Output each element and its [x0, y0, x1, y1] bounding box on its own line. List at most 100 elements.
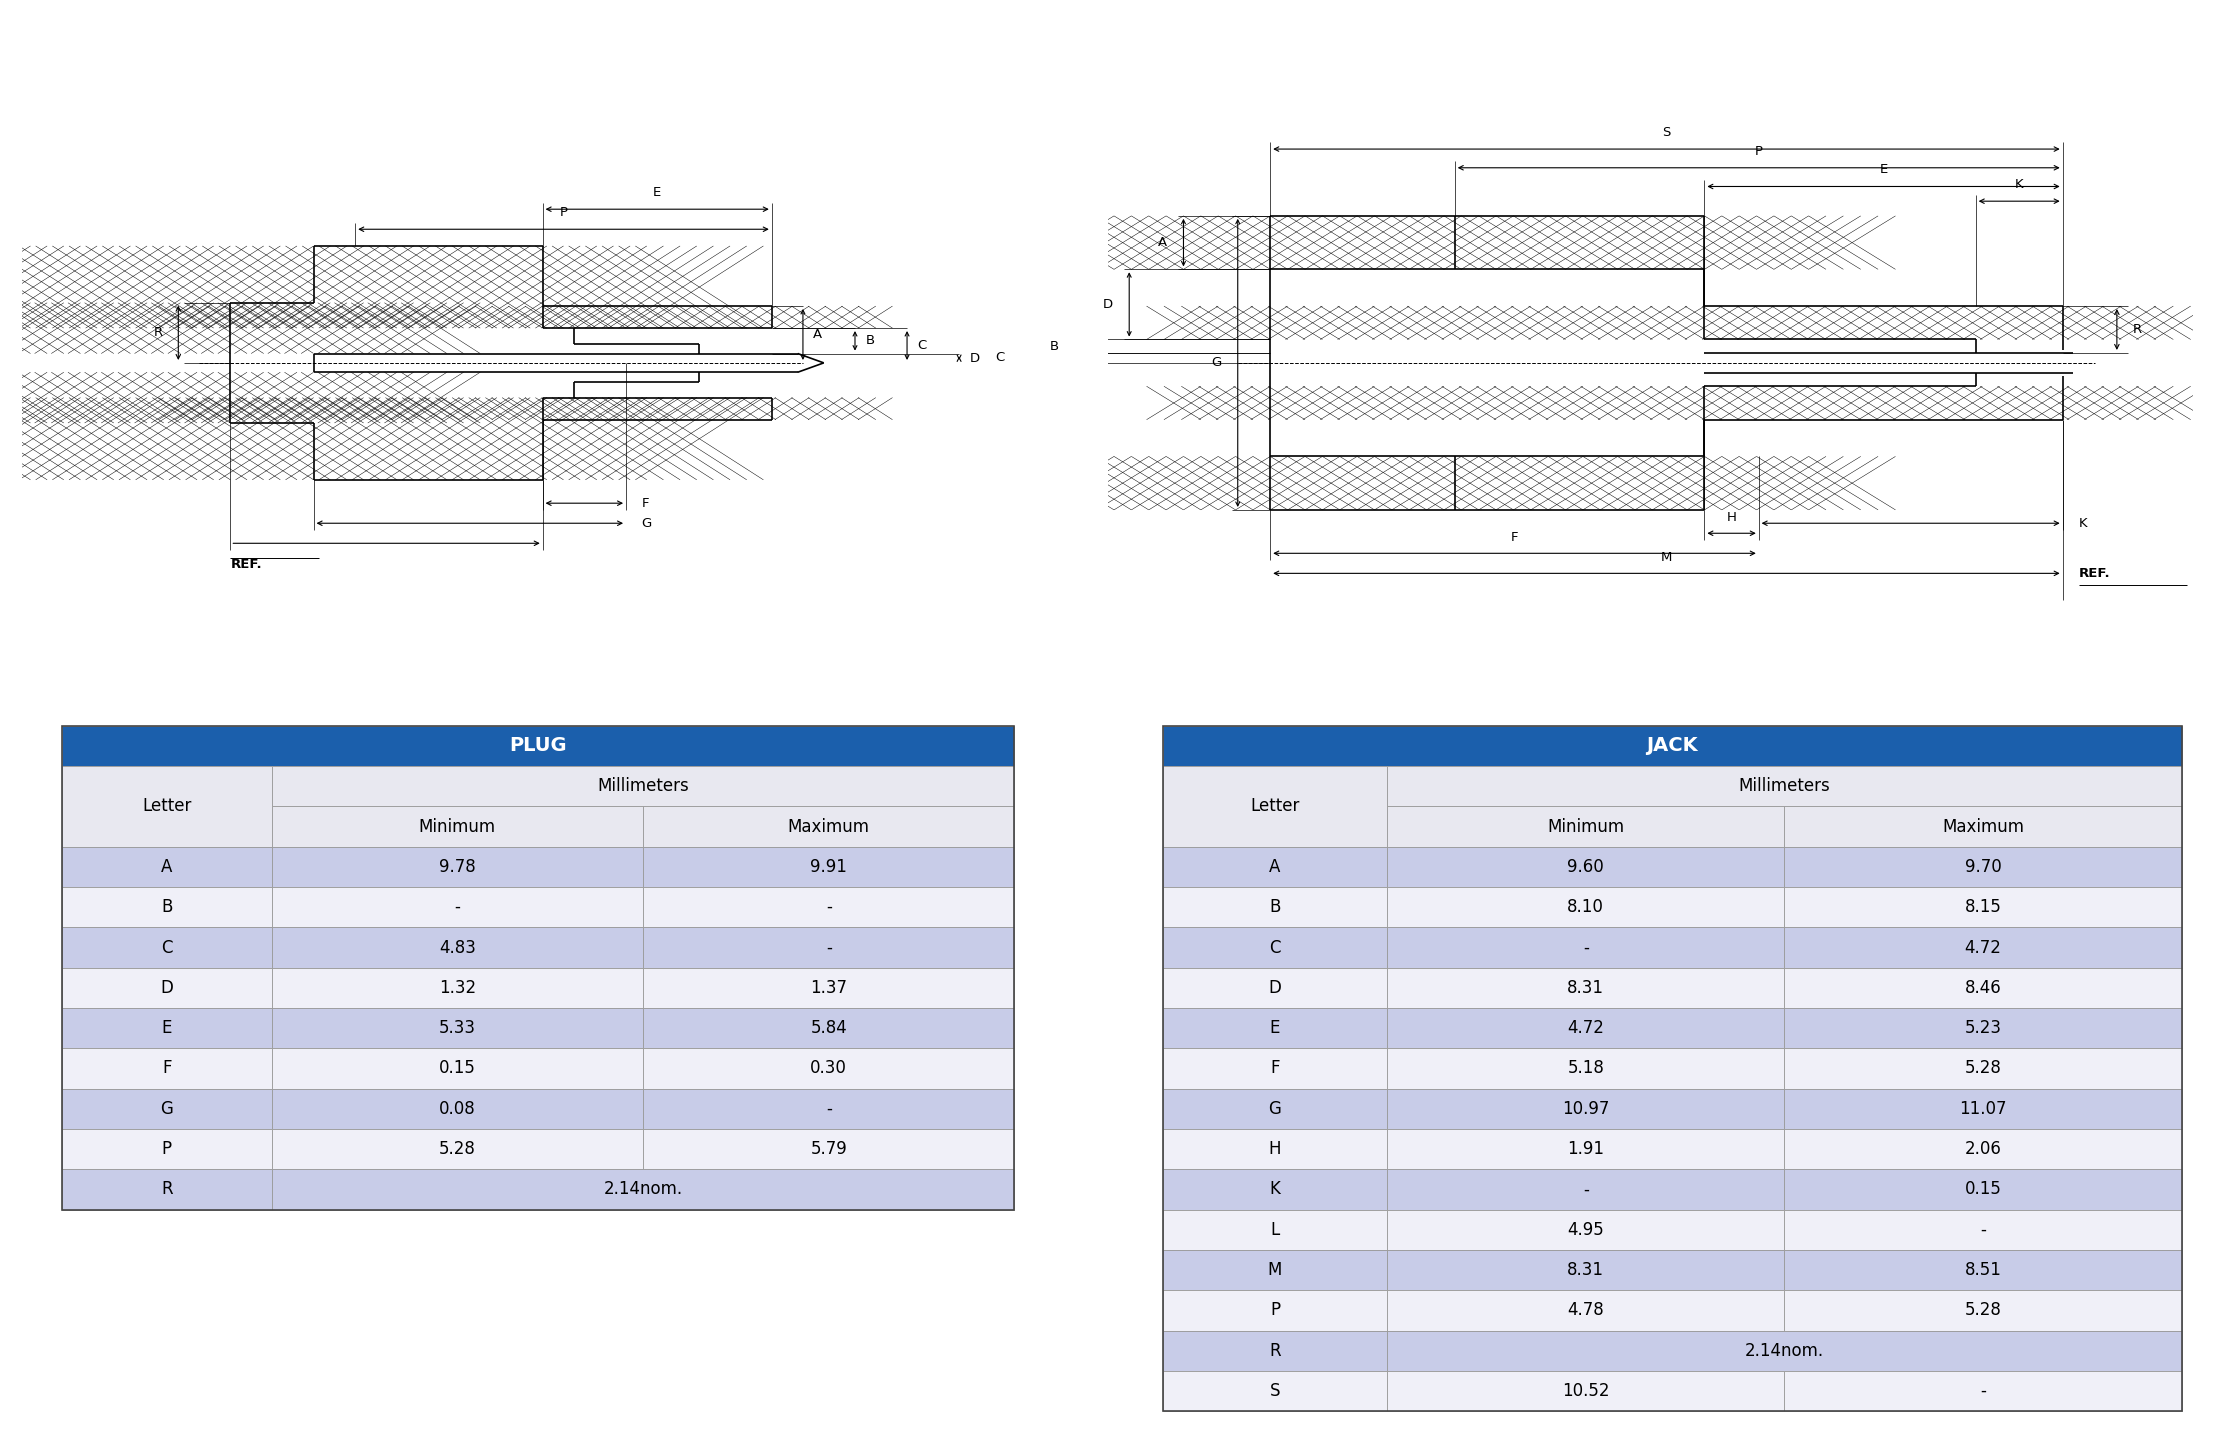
Bar — [1271, 456, 1706, 510]
Text: K: K — [2016, 179, 2025, 192]
Bar — [272, 1169, 1014, 1210]
Bar — [1785, 1008, 2182, 1048]
Text: F: F — [1269, 1060, 1280, 1077]
Bar — [1387, 1371, 1785, 1411]
Text: 11.07: 11.07 — [1960, 1100, 2007, 1117]
Text: 1.37: 1.37 — [811, 979, 848, 996]
Bar — [1785, 847, 2182, 887]
Bar — [1387, 1089, 1785, 1129]
Text: 10.52: 10.52 — [1562, 1382, 1610, 1400]
Text: 2.14nom.: 2.14nom. — [602, 1181, 682, 1198]
Text: B: B — [1050, 340, 1059, 353]
Text: K: K — [1269, 1181, 1280, 1198]
Text: -: - — [1980, 1221, 1987, 1238]
Text: E: E — [653, 186, 662, 199]
Text: 0.15: 0.15 — [439, 1060, 476, 1077]
Text: D: D — [970, 351, 979, 364]
Bar — [1785, 1290, 2182, 1331]
Bar — [1785, 1169, 2182, 1210]
Text: 0.30: 0.30 — [811, 1060, 846, 1077]
Text: G: G — [159, 1100, 173, 1117]
Text: D: D — [159, 979, 173, 996]
Bar — [1163, 1048, 1387, 1089]
Bar — [1387, 1169, 1785, 1210]
Bar — [642, 1089, 1014, 1129]
Bar — [1163, 1331, 1387, 1371]
Bar — [272, 847, 642, 887]
Text: Maximum: Maximum — [1943, 818, 2025, 835]
Text: 8.31: 8.31 — [1568, 979, 1604, 996]
Text: 8.46: 8.46 — [1965, 979, 2002, 996]
Text: P: P — [1754, 145, 1763, 158]
Bar — [1785, 1210, 2182, 1250]
Bar — [1785, 968, 2182, 1008]
Text: C: C — [917, 338, 926, 351]
Bar — [1387, 1290, 1785, 1331]
Bar — [1706, 307, 2062, 340]
Text: R: R — [2133, 323, 2142, 336]
Bar — [230, 302, 315, 354]
Text: -: - — [826, 899, 831, 916]
Text: 8.31: 8.31 — [1568, 1261, 1604, 1279]
Text: 8.15: 8.15 — [1965, 899, 2002, 916]
Text: M: M — [1661, 552, 1672, 564]
Text: S: S — [1269, 1382, 1280, 1400]
Text: -: - — [826, 1100, 831, 1117]
Bar — [1387, 968, 1785, 1008]
Text: 5.28: 5.28 — [1965, 1302, 2002, 1319]
Text: B: B — [866, 334, 875, 347]
Text: 4.95: 4.95 — [1568, 1221, 1604, 1238]
Bar — [272, 887, 642, 927]
Bar — [62, 1048, 272, 1089]
Text: F: F — [642, 497, 649, 510]
Bar — [1785, 887, 2182, 927]
Text: L: L — [1271, 1221, 1280, 1238]
Bar — [1271, 216, 1706, 269]
Text: C: C — [995, 351, 1003, 364]
Text: 9.91: 9.91 — [811, 858, 846, 876]
Text: Minimum: Minimum — [1546, 818, 1624, 835]
Bar — [62, 1169, 272, 1210]
Text: -: - — [454, 899, 461, 916]
Text: E: E — [1878, 164, 1887, 177]
Bar — [1387, 1250, 1785, 1290]
Bar — [1387, 1210, 1785, 1250]
Bar — [642, 927, 1014, 968]
Bar — [1706, 386, 2062, 419]
Text: P: P — [162, 1140, 173, 1158]
Text: Millimeters: Millimeters — [1739, 778, 1830, 795]
Bar — [642, 1008, 1014, 1048]
Text: A: A — [1158, 236, 1167, 249]
Text: 0.08: 0.08 — [439, 1100, 476, 1117]
Bar — [272, 766, 1014, 806]
Text: 0.15: 0.15 — [1965, 1181, 2002, 1198]
Bar — [62, 968, 272, 1008]
Bar — [1163, 1290, 1387, 1331]
Text: R: R — [162, 1181, 173, 1198]
Text: D: D — [1269, 979, 1282, 996]
Bar — [1785, 1129, 2182, 1169]
Bar — [1163, 726, 2182, 766]
Text: K: K — [2080, 517, 2087, 530]
Text: Maximum: Maximum — [789, 818, 870, 835]
Text: 5.79: 5.79 — [811, 1140, 846, 1158]
Text: 5.84: 5.84 — [811, 1020, 846, 1037]
Bar — [1163, 1129, 1387, 1169]
Text: G: G — [642, 517, 651, 530]
Text: C: C — [1269, 939, 1280, 956]
Text: 4.72: 4.72 — [1965, 939, 2002, 956]
Bar — [642, 1129, 1014, 1169]
Bar — [543, 307, 771, 328]
Text: 5.33: 5.33 — [439, 1020, 476, 1037]
Bar — [1785, 1250, 2182, 1290]
Bar — [1387, 1008, 1785, 1048]
Text: 9.78: 9.78 — [439, 858, 476, 876]
Text: F: F — [1511, 531, 1517, 544]
Text: D: D — [1103, 298, 1112, 311]
Bar — [272, 968, 642, 1008]
Bar — [62, 927, 272, 968]
Text: G: G — [1269, 1100, 1282, 1117]
Text: R: R — [1269, 1342, 1280, 1359]
Bar — [1387, 1048, 1785, 1089]
Text: C: C — [162, 939, 173, 956]
